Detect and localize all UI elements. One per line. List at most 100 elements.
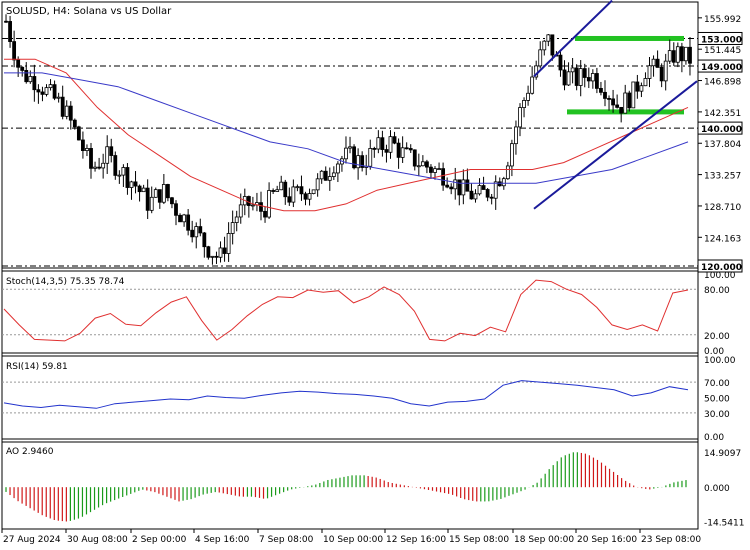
candle-body (133, 181, 138, 187)
stoch-tick-label: 0.00 (704, 347, 724, 357)
chart-title: SOLUSD, H4: Solana vs US Dollar (6, 6, 172, 17)
level-label: 153.000 (701, 35, 742, 45)
candle-body (667, 50, 672, 62)
candle-body (72, 119, 77, 128)
candle-body (586, 77, 591, 82)
moving-average-fast-line (4, 58, 689, 212)
candle-body (481, 185, 486, 190)
candle-body (129, 181, 134, 188)
price-panel[interactable] (2, 0, 698, 267)
candle-body (453, 179, 458, 190)
candle-body (380, 137, 385, 150)
candle-body (594, 73, 599, 89)
candle-body (675, 46, 680, 63)
candle-body (12, 41, 17, 61)
candle-body (530, 76, 535, 94)
candle-body (48, 84, 53, 89)
candle-body (477, 185, 482, 195)
awesome-oscillator-panel[interactable] (5, 452, 687, 522)
candle-body (178, 214, 182, 223)
candle-body (186, 214, 191, 231)
candle-body (425, 161, 429, 168)
stoch-tick-label: 20.00 (704, 332, 730, 342)
candle-body (105, 146, 110, 164)
candle-body (113, 155, 118, 176)
candle-body (558, 54, 563, 71)
stochastic-panel[interactable] (2, 279, 698, 342)
candle-body (631, 81, 636, 109)
price-tick-label: 133.257 (704, 172, 741, 182)
channel-upper-line (533, 0, 613, 78)
candle-body (166, 184, 170, 199)
candle-body (538, 49, 543, 67)
stoch-line (3, 279, 689, 342)
time-tick-label: 15 Sep 08:00 (449, 535, 509, 545)
resistance-zone (575, 35, 684, 41)
candle-body (627, 92, 632, 109)
price-axis: 155.992 151.445 146.898 142.351 137.804 133.2… (697, 15, 744, 529)
candle-body (299, 186, 304, 195)
candle-body (125, 167, 130, 188)
candle-body (420, 161, 425, 167)
price-tick-label: 142.351 (704, 109, 741, 119)
level-label: 120.000 (701, 263, 742, 273)
candle-body (526, 92, 530, 101)
candle-body (437, 168, 441, 171)
candle-body (493, 181, 498, 199)
candle-body (52, 84, 57, 99)
rsi-panel[interactable] (2, 380, 698, 414)
candle-body (226, 233, 231, 254)
candle-body (376, 137, 381, 150)
candle-body (501, 178, 506, 187)
candle-body (655, 58, 660, 68)
price-tick-label: 137.804 (704, 140, 741, 150)
level-label-box (697, 121, 743, 135)
ao-tick-label: 0.000 (704, 484, 730, 494)
candle-body (283, 181, 288, 198)
ao-title: AO 2.9460 (6, 447, 54, 457)
ao-tick-label: 14.9097 (704, 449, 741, 459)
candle-body (238, 204, 243, 218)
time-tick-label: 27 Aug 2024 (3, 535, 61, 545)
candle-body (246, 196, 251, 206)
candle-body (566, 71, 571, 86)
rsi-tick-label: 0.00 (704, 433, 724, 443)
candle-body (327, 176, 332, 181)
rsi-line (3, 380, 689, 409)
candle-body (542, 40, 547, 51)
candle-body (671, 50, 676, 63)
candle-body (505, 165, 510, 180)
candle-body (615, 104, 620, 108)
price-tick-label: 155.992 (704, 15, 741, 25)
candle-body (603, 91, 607, 99)
candle-body (56, 96, 61, 99)
candle-body (28, 76, 33, 83)
candle-body (659, 67, 664, 82)
candle-body (465, 179, 470, 192)
price-tick-label: 146.898 (704, 78, 741, 88)
candle-body (44, 87, 49, 95)
candle-body (688, 46, 692, 64)
candle-body (68, 105, 73, 121)
candle-body (635, 81, 640, 92)
candle-body (335, 163, 340, 174)
candle-body (64, 105, 69, 117)
candle-body (24, 70, 29, 83)
candle-body (81, 139, 85, 152)
candle-body (101, 162, 106, 169)
candle-body (562, 69, 567, 86)
candle-body (497, 181, 502, 187)
candle-body (473, 193, 478, 200)
candle-body (259, 202, 263, 212)
candle-body (291, 186, 296, 203)
candle-body (303, 193, 308, 200)
candle-body (157, 189, 162, 203)
candle-body (4, 20, 8, 23)
level-label-box (697, 259, 743, 273)
candle-body (412, 149, 417, 167)
level-label: 149.000 (701, 63, 742, 73)
candle-body (218, 247, 223, 258)
candle-body (198, 226, 203, 234)
candle-body (230, 222, 235, 234)
